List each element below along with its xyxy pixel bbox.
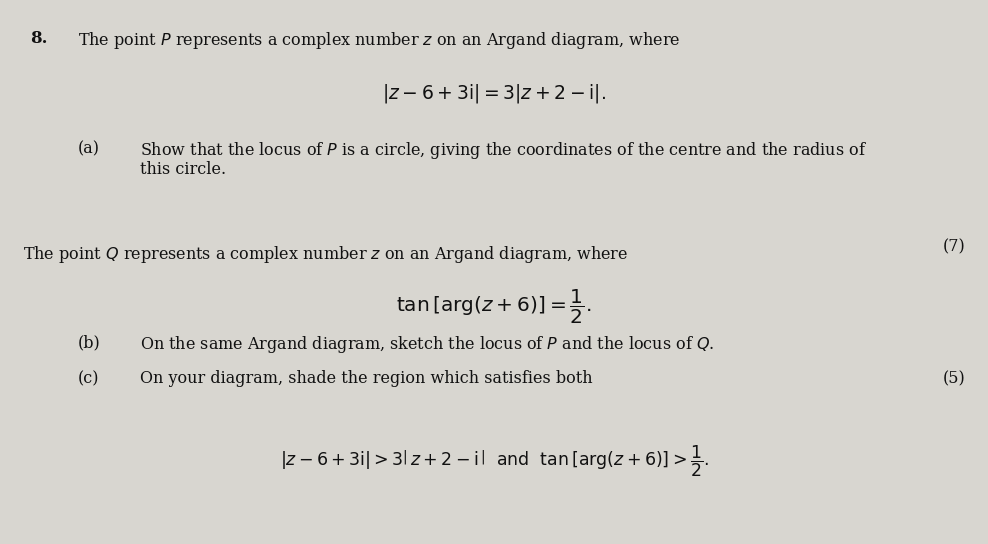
Text: (c): (c) — [78, 370, 100, 387]
Text: On your diagram, shade the region which satisfies both: On your diagram, shade the region which … — [140, 370, 593, 387]
Text: this circle.: this circle. — [140, 161, 226, 178]
Text: $\tan\left[\arg(z+6)\right]=\dfrac{1}{2}.$: $\tan\left[\arg(z+6)\right]=\dfrac{1}{2}… — [396, 288, 592, 326]
Text: The point $P$ represents a complex number $z$ on an Argand diagram, where: The point $P$ represents a complex numbe… — [78, 30, 681, 51]
Text: 8.: 8. — [30, 30, 47, 47]
Text: (a): (a) — [78, 140, 100, 157]
Text: On the same Argand diagram, sketch the locus of $P$ and the locus of $Q$.: On the same Argand diagram, sketch the l… — [140, 334, 714, 355]
Text: (7): (7) — [943, 238, 965, 255]
Text: Show that the locus of $P$ is a circle, giving the coordinates of the centre and: Show that the locus of $P$ is a circle, … — [140, 140, 867, 161]
Text: $|z-6+3\mathrm{i}|>3\left|\,z+2-\mathrm{i}\,\right|$  $\mathrm{and}$  $\tan\left: $|z-6+3\mathrm{i}|>3\left|\,z+2-\mathrm{… — [280, 444, 708, 479]
Text: The point $Q$ represents a complex number $z$ on an Argand diagram, where: The point $Q$ represents a complex numbe… — [23, 244, 628, 265]
Text: $|z-6+3\mathrm{i}| = 3|z+2-\mathrm{i}|.$: $|z-6+3\mathrm{i}| = 3|z+2-\mathrm{i}|.$ — [382, 82, 606, 105]
Text: (5): (5) — [943, 370, 965, 387]
Text: (b): (b) — [78, 334, 101, 351]
